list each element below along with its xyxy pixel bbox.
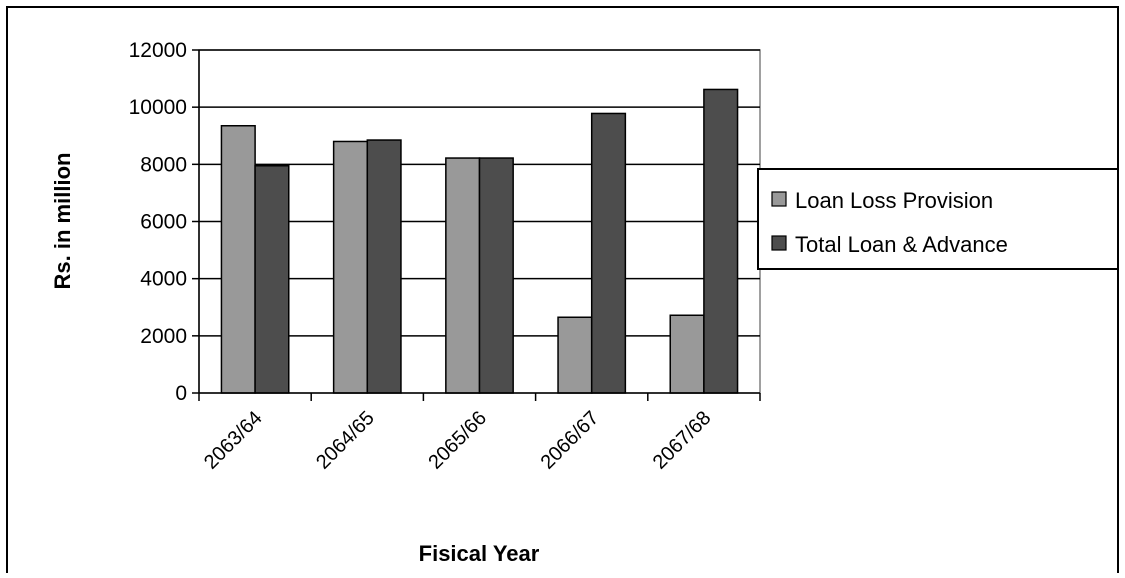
bar-loan-loss-provision-2064-65 [332, 140, 369, 394]
chart-area-border [6, 6, 1119, 578]
legend-swatch-loan-loss-provision [771, 191, 787, 207]
y-tick-label: 4000 [140, 268, 187, 291]
y-axis-title: Rs. in million [50, 153, 75, 290]
x-axis-title: Fisical Year [419, 541, 540, 566]
y-tick-label: 10000 [129, 96, 187, 119]
y-tick-label: 2000 [140, 325, 187, 348]
y-tick-labels: 0 2000 4000 6000 8000 10000 12000 [129, 39, 187, 405]
bar-total-loan-advance-2067-68 [703, 88, 739, 394]
legend-box [757, 168, 1119, 270]
legend-swatch-total-loan-advance [771, 235, 787, 251]
bars [220, 88, 739, 394]
bar-total-loan-advance-2064-65 [366, 139, 402, 394]
y-tick-label: 8000 [140, 153, 187, 176]
bar-loan-loss-provision-2065-66 [445, 157, 481, 394]
y-tick-label: 0 [175, 382, 187, 405]
legend: Loan Loss Provision Total Loan & Advance [757, 168, 1119, 270]
axes [192, 49, 761, 401]
y-tick-label: 12000 [129, 39, 187, 62]
y-tick-label: 6000 [140, 211, 187, 234]
bar-loan-loss-provision-2066-67 [557, 316, 593, 394]
legend-label-loan-loss-provision: Loan Loss Provision [795, 188, 993, 213]
bar-total-loan-advance-2065-66 [478, 157, 514, 394]
bar-total-loan-advance-2066-67 [590, 112, 627, 394]
bar-loan-loss-provision-2063-64 [220, 124, 256, 394]
legend-label-total-loan-advance: Total Loan & Advance [795, 232, 1008, 257]
bar-loan-loss-provision-2067-68 [669, 314, 705, 394]
bar-total-loan-advance-2063-64 [254, 165, 290, 394]
